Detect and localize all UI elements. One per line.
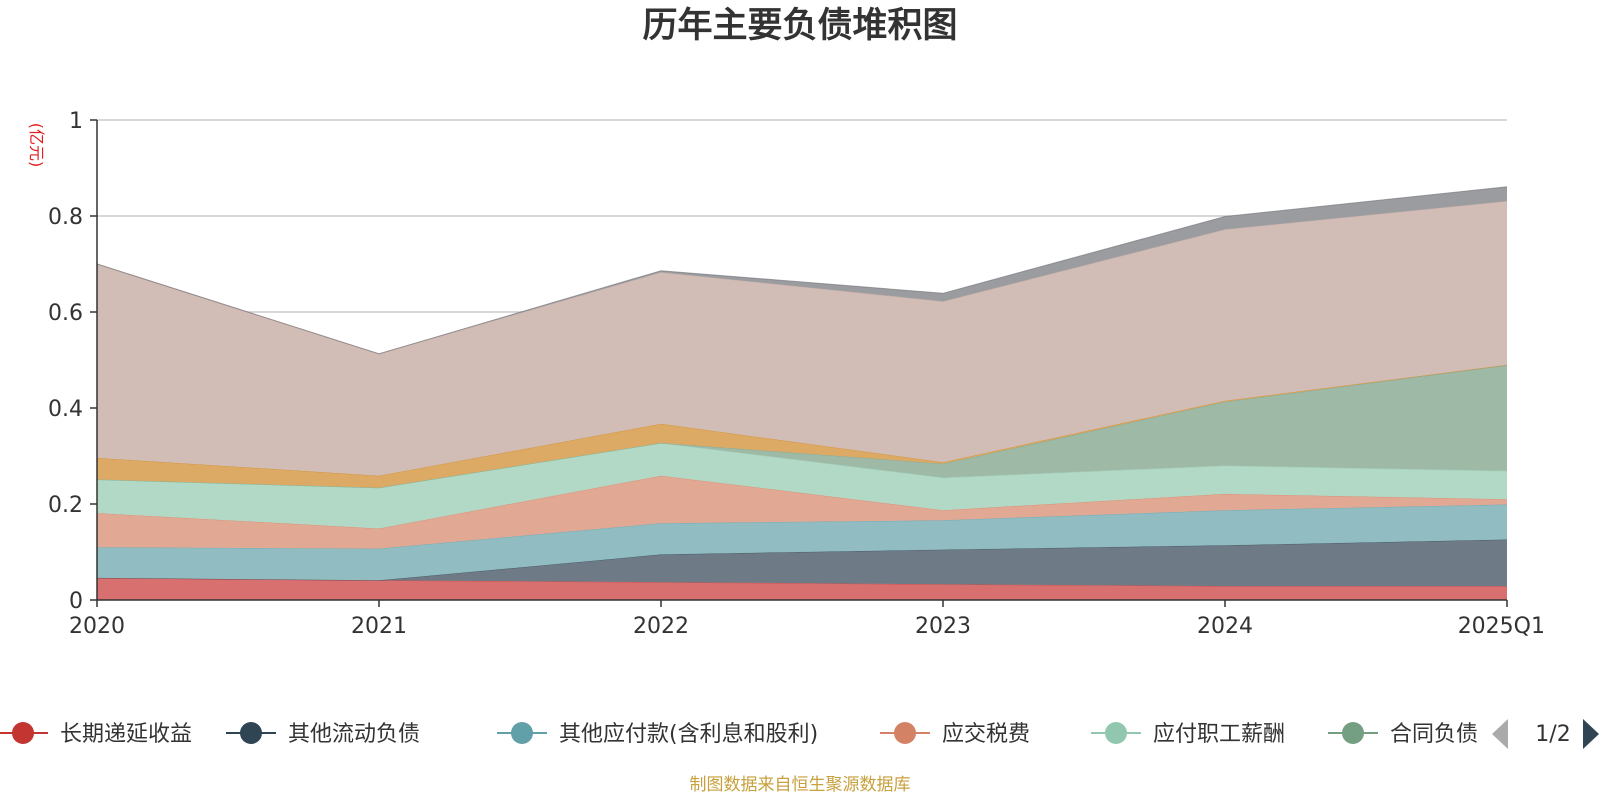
legend-item[interactable]: 应付职工薪酬 [1091, 722, 1285, 747]
area-series-7 [97, 364, 1507, 488]
x-tick-label: 2023 [915, 614, 971, 639]
y-tick-label: 0.2 [48, 493, 83, 518]
legend-item[interactable]: 其他流动负债 [226, 722, 420, 747]
legend-label: 应付职工薪酬 [1153, 722, 1285, 747]
axes: 0 0.2 0.4 0.6 0.8 1 2020 2021 2022 2023 2024 2025Q1 [48, 109, 1545, 639]
chart-title: 历年主要负债堆积图 [642, 6, 957, 46]
y-tick-label: 0.6 [48, 301, 83, 326]
legend-marker [1342, 722, 1364, 744]
legend-item[interactable]: 合同负债 [1328, 722, 1478, 747]
area-series-3 [97, 504, 1507, 581]
legend-items: 长期递延收益其他流动负债其他应付款(含利息和股利)应交税费应付职工薪酬合同负债预… [0, 722, 1478, 747]
x-tick-label: 2025Q1 [1458, 614, 1545, 639]
area-series-5 [97, 443, 1507, 529]
x-tick-label: 2020 [69, 614, 125, 639]
area-series-6 [97, 365, 1507, 488]
x-tick-label: 2024 [1197, 614, 1253, 639]
y-tick-label: 1 [69, 109, 83, 134]
legend-page-indicator: 1/2 [1535, 722, 1570, 747]
x-tick-label: 2022 [633, 614, 689, 639]
y-tick-label: 0 [69, 589, 83, 614]
data-source-note: 制图数据来自恒生聚源数据库 [690, 775, 911, 795]
legend-label: 长期递延收益 [60, 722, 192, 747]
legend: 长期递延收益其他流动负债其他应付款(含利息和股利)应交税费应付职工薪酬合同负债预… [0, 719, 1599, 749]
y-tick-label: 0.4 [48, 397, 83, 422]
legend-label: 其他流动负债 [288, 722, 420, 747]
legend-marker [511, 722, 533, 744]
area-series-8 [97, 201, 1507, 476]
legend-item[interactable]: 其他应付款(含利息和股利) [497, 722, 818, 747]
area-series-group [96, 186, 1508, 600]
legend-prev-page-icon[interactable] [1492, 719, 1508, 749]
legend-label: 应交税费 [942, 722, 1030, 747]
y-tick-label: 0.8 [48, 205, 83, 230]
legend-marker [1105, 722, 1127, 744]
legend-marker [240, 722, 262, 744]
area-series-2 [97, 539, 1507, 587]
legend-item[interactable]: 长期递延收益 [0, 722, 192, 747]
y-axis-unit-label: (亿元) [27, 123, 46, 168]
legend-marker [12, 722, 34, 744]
area-series-4 [97, 475, 1507, 549]
area-series-1 [97, 577, 1507, 600]
legend-marker [894, 722, 916, 744]
area-series-9 [97, 186, 1507, 354]
x-tick-label: 2021 [351, 614, 407, 639]
legend-label: 合同负债 [1390, 722, 1478, 747]
legend-item[interactable]: 应交税费 [880, 722, 1030, 747]
legend-label: 其他应付款(含利息和股利) [559, 722, 818, 747]
legend-next-page-icon[interactable] [1583, 719, 1599, 749]
area-series-edge-9 [96, 186, 1508, 355]
